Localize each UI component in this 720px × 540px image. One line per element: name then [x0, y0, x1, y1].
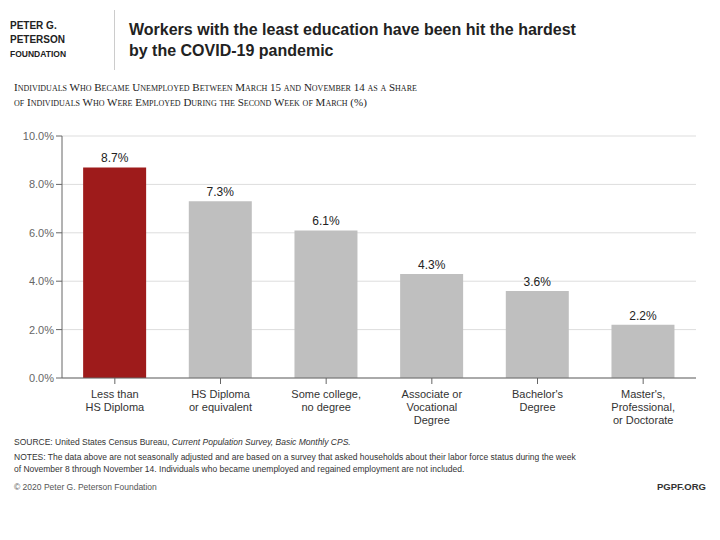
- html-text:PGPF.ORG: PGPF.ORG: [656, 481, 706, 492]
- html-text:NOTES: The data above are not: NOTES: The data above are not seasonally…: [14, 452, 576, 462]
- html-text:Individuals Who Became Unemplo: Individuals Who Became Unemployed Betwee…: [14, 81, 417, 108]
- svg-text:2.2%: 2.2%: [629, 309, 657, 323]
- svg-text:0.0%: 0.0%: [29, 372, 54, 384]
- svg-text:6.1%: 6.1%: [312, 214, 340, 228]
- html-text:PETERSON: PETERSON: [10, 34, 65, 45]
- html-text:Workers with the least educati: Workers with the least education have be…: [129, 21, 576, 59]
- svg-text:6.0%: 6.0%: [29, 227, 54, 239]
- svg-text:4.0%: 4.0%: [29, 275, 54, 287]
- svg-text:Less thanHS Diploma: Less thanHS Diploma: [85, 388, 145, 413]
- svg-text:7.3%: 7.3%: [207, 185, 235, 199]
- svg-text:Associate orVocationalDegree: Associate orVocationalDegree: [402, 388, 463, 426]
- html-text:SOURCE: United States Census B: SOURCE: United States Census Bureau, Cur…: [14, 437, 351, 447]
- html-text:FOUNDATION: FOUNDATION: [10, 49, 66, 59]
- html-text:of November 8 through November: of November 8 through November 14. Indiv…: [14, 464, 465, 474]
- svg-text:10.0%: 10.0%: [23, 130, 54, 142]
- svg-text:4.3%: 4.3%: [418, 258, 446, 272]
- svg-text:3.6%: 3.6%: [524, 275, 552, 289]
- html-text:© 2020 Peter G. Peterson Found: © 2020 Peter G. Peterson Foundation: [14, 482, 157, 492]
- svg-text:Master's,Professional,or Docto: Master's,Professional,or Doctorate: [611, 388, 675, 426]
- svg-text:HS Diplomaor equivalent: HS Diplomaor equivalent: [189, 388, 252, 413]
- svg-text:Bachelor'sDegree: Bachelor'sDegree: [512, 388, 564, 413]
- svg-text:2.0%: 2.0%: [29, 324, 54, 336]
- html-text:PETER G.: PETER G.: [10, 20, 57, 31]
- svg-text:Some college,no degree: Some college,no degree: [291, 388, 361, 413]
- svg-text:8.0%: 8.0%: [29, 178, 54, 190]
- svg-text:8.7%: 8.7%: [101, 151, 129, 165]
